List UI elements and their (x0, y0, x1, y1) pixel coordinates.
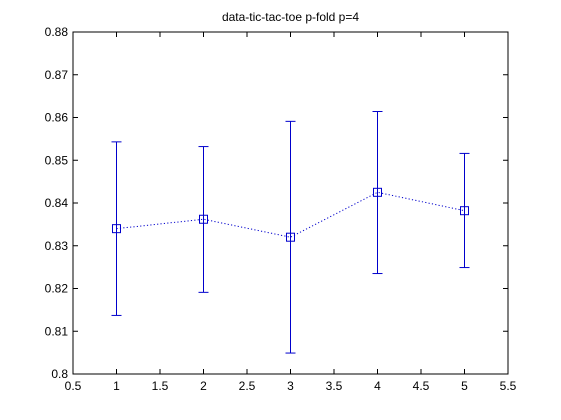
y-tick-label: 0.81 (45, 324, 69, 338)
y-tick-label: 0.8 (51, 367, 68, 381)
y-tick-label: 0.84 (45, 196, 69, 210)
y-tick-label: 0.83 (45, 239, 69, 253)
data-point-marker (112, 224, 121, 234)
data-point-marker (199, 214, 208, 224)
x-tick-label: 2.5 (239, 379, 256, 393)
x-tick-label: 1.5 (152, 379, 169, 393)
x-tick-label: 4.5 (413, 379, 430, 393)
y-tick-label: 0.87 (45, 68, 69, 82)
series-line (116, 191, 465, 238)
x-tick-label: 3 (287, 379, 294, 393)
x-tick-label: 3.5 (326, 379, 343, 393)
y-tick-label: 0.85 (45, 153, 69, 167)
x-tick-label: 5 (461, 379, 468, 393)
y-tick-label: 0.82 (45, 282, 69, 296)
data-point-marker (286, 232, 295, 242)
plot-area: 0.5 1 1.5 2 2.5 3 3.5 4 4.5 5 5.5 0.8 0.81 0.82 0.83 0.… (45, 25, 517, 393)
x-tick-label: 0.5 (65, 379, 82, 393)
data-point-marker (373, 187, 382, 197)
chart-title: data-tic-tac-toe p-fold p=4 (222, 10, 359, 24)
x-tick-label: 5.5 (500, 379, 517, 393)
y-tick-label: 0.88 (45, 25, 69, 39)
x-tick-label: 1 (113, 379, 120, 393)
data-point-marker (460, 206, 469, 216)
x-tick-label: 2 (200, 379, 207, 393)
x-tick-label: 4 (374, 379, 381, 393)
y-tick-label: 0.86 (45, 111, 69, 125)
